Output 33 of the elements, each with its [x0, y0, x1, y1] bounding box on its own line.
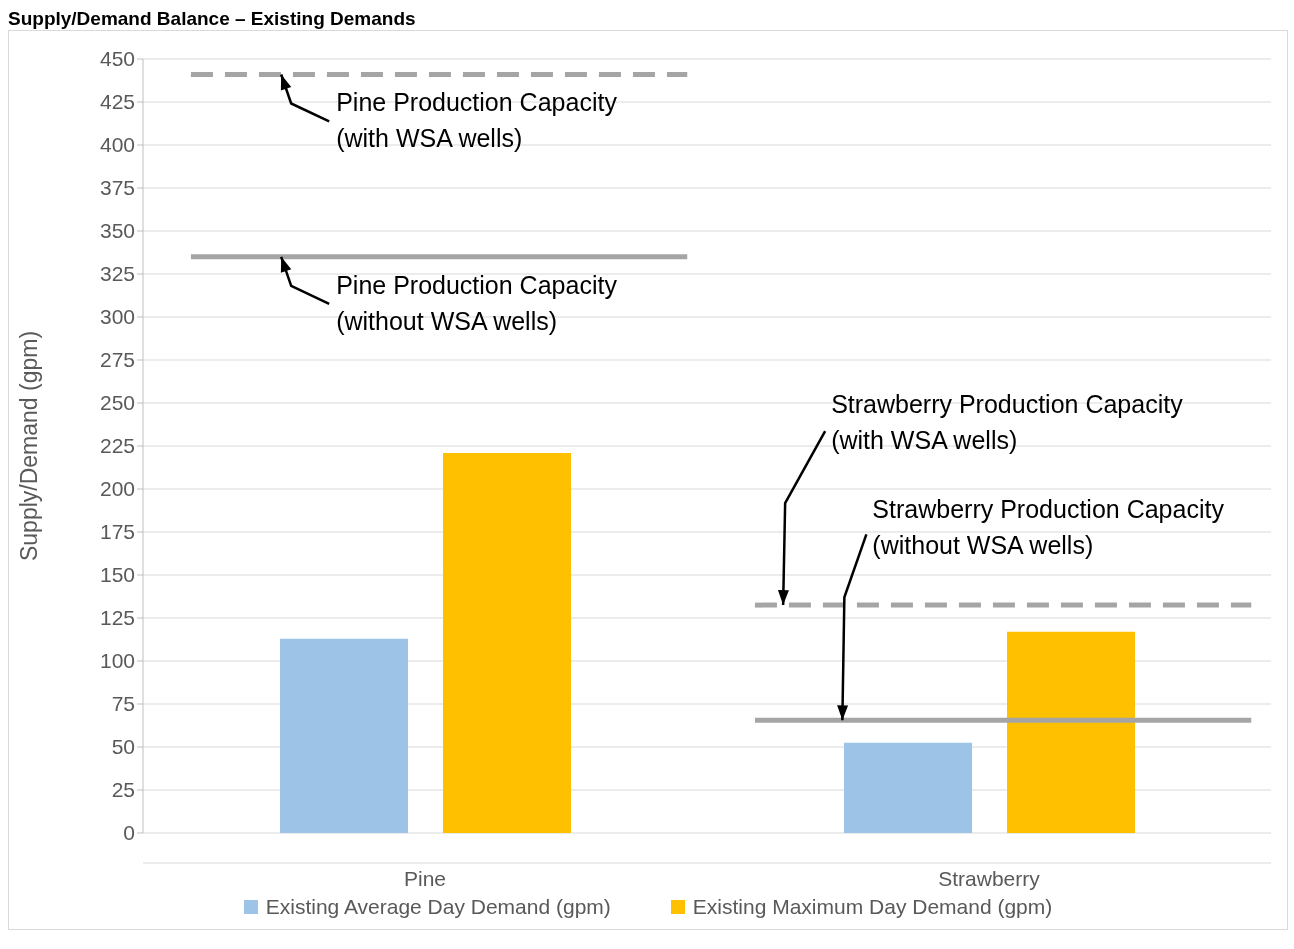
- y-tick-label: 275: [99, 348, 135, 372]
- bar: [280, 638, 408, 833]
- y-tick-label: 250: [99, 391, 135, 415]
- y-tick-label: 300: [99, 305, 135, 329]
- chart-title: Supply/Demand Balance – Existing Demands: [8, 8, 417, 30]
- ref-line-label: Pine Production Capacity (without WSA wells): [336, 270, 618, 335]
- bar: [443, 452, 571, 833]
- bar: [844, 742, 972, 833]
- x-tick-label: Pine: [403, 866, 447, 890]
- y-tick-label: 150: [99, 563, 135, 587]
- y-tick-label: 50: [111, 735, 135, 759]
- legend-label: Existing Average Day Demand (gpm): [265, 895, 611, 919]
- y-tick-label: 25: [111, 778, 135, 802]
- legend-label: Existing Maximum Day Demand (gpm): [692, 895, 1053, 919]
- y-tick-label: 325: [99, 262, 135, 286]
- y-tick-label: 350: [99, 219, 135, 243]
- y-tick-label: 175: [99, 520, 135, 544]
- y-tick-label: 225: [99, 434, 135, 458]
- ref-line-label: Strawberry Production Capacity (without WSA wells): [872, 495, 1225, 560]
- y-tick-label: 375: [99, 176, 135, 200]
- y-tick-label: 75: [111, 692, 135, 716]
- y-tick-label: 200: [99, 477, 135, 501]
- bar: [1007, 631, 1135, 833]
- y-tick-label: 0: [123, 821, 135, 845]
- y-tick-label: 425: [99, 90, 135, 114]
- y-tick-label: 400: [99, 133, 135, 157]
- ref-line-label: Strawberry Production Capacity (with WSA wells): [831, 390, 1184, 455]
- y-tick-label: 125: [99, 606, 135, 630]
- x-tick-label: Strawberry: [938, 866, 1041, 890]
- y-axis-title: Supply/Demand (gpm): [16, 330, 43, 562]
- y-tick-label: 100: [99, 649, 135, 673]
- y-tick-label: 450: [99, 47, 135, 71]
- ref-line-label: Pine Production Capacity (with WSA wells): [336, 88, 618, 153]
